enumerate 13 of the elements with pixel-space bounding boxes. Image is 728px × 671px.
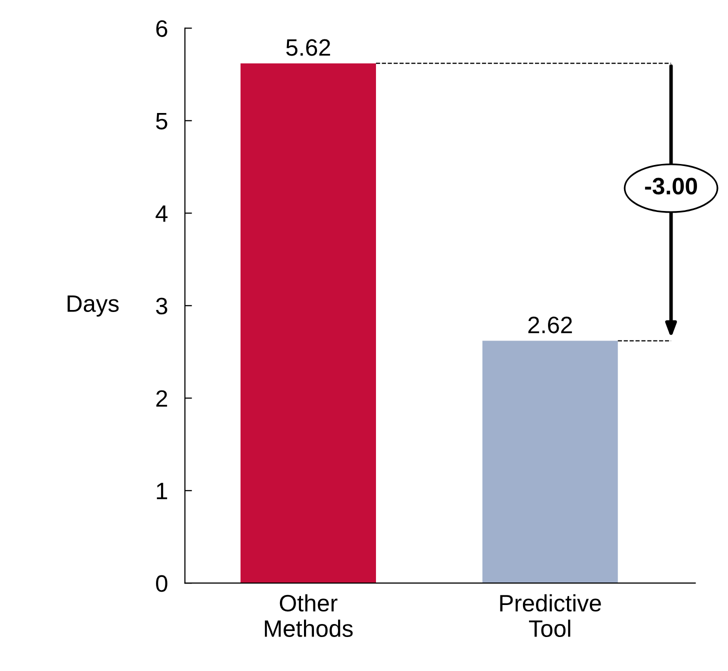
x-tick-label: Other Methods [264,594,353,637]
y-tick-label: 5 [156,112,168,130]
y-tick-label: 6 [156,20,168,37]
y-tick-label: 1 [156,482,168,500]
y-tick-label: 0 [156,575,168,592]
x-tick-label: Predictive Tool [500,594,601,637]
data-label: 2.62 [528,316,572,334]
annotation: -3.00 [645,178,697,195]
data-label: 5.62 [286,39,330,56]
y-axis-title: Days [68,296,119,317]
y-tick-label: 3 [156,298,168,314]
y-tick-label: 4 [156,205,168,222]
y-tick-label: 2 [156,390,168,407]
